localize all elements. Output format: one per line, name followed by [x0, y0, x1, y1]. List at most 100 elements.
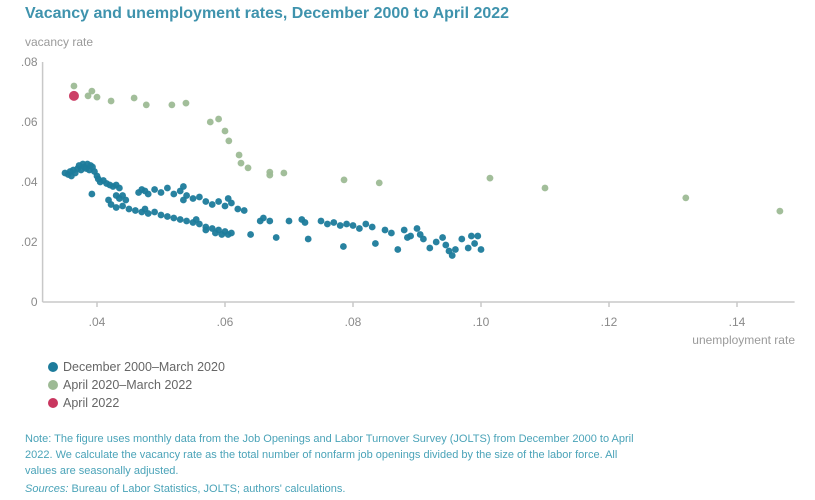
data-point	[260, 214, 267, 222]
data-point	[208, 201, 216, 208]
chart-sources: Sources: Bureau of Labor Statistics, JOL…	[25, 483, 345, 495]
data-point	[215, 198, 223, 205]
legend-item: December 2000–March 2020	[48, 358, 225, 376]
data-point	[468, 232, 475, 240]
data-point	[221, 127, 229, 135]
data-point	[448, 252, 456, 259]
data-point	[324, 220, 331, 228]
data-point	[372, 240, 379, 247]
x-tick-label: .12	[601, 315, 618, 329]
data-point	[119, 202, 126, 210]
data-point	[247, 231, 255, 238]
data-point	[228, 199, 235, 207]
data-point	[122, 196, 130, 204]
y-tick-label: .04	[21, 175, 38, 189]
data-point	[144, 190, 152, 198]
data-point	[368, 223, 376, 231]
data-point	[442, 241, 450, 249]
chart-note: Note: The figure uses monthly data from …	[25, 433, 634, 477]
data-point	[189, 195, 197, 202]
sources-text: Bureau of Labor Statistics, JOLTS; autho…	[68, 483, 346, 495]
data-point	[164, 213, 171, 220]
data-point	[164, 184, 171, 192]
data-point	[407, 232, 414, 240]
y-tick-label: 0	[31, 295, 38, 309]
data-point	[183, 217, 191, 225]
data-point	[340, 243, 347, 250]
data-point	[93, 93, 101, 101]
data-point	[330, 219, 338, 226]
data-point	[202, 226, 210, 234]
legend-item: April 2022	[48, 394, 225, 412]
x-tick-label: .08	[345, 315, 362, 329]
data-point	[413, 225, 421, 232]
y-tick-label: .02	[21, 235, 38, 249]
data-point	[301, 219, 309, 226]
data-point	[343, 220, 350, 228]
data-point	[394, 246, 402, 253]
data-point	[272, 234, 280, 241]
data-point	[280, 169, 288, 177]
data-point	[464, 244, 472, 252]
data-point	[477, 246, 485, 253]
data-point	[168, 101, 176, 109]
x-tick-label: .04	[89, 315, 106, 329]
data-point	[142, 101, 150, 109]
data-point	[235, 151, 243, 159]
data-point	[285, 217, 293, 225]
data-point	[362, 220, 370, 228]
data-point	[340, 176, 348, 184]
data-point	[221, 202, 229, 210]
data-point	[125, 205, 133, 213]
data-point	[266, 217, 274, 225]
data-point	[776, 207, 784, 215]
data-point	[157, 189, 165, 196]
data-point	[170, 190, 178, 198]
legend-swatch-icon	[48, 398, 58, 408]
data-point	[151, 208, 159, 216]
data-point	[388, 229, 395, 237]
data-point	[225, 137, 233, 145]
x-tick-label: .10	[473, 315, 490, 329]
data-point	[170, 214, 178, 222]
data-point	[112, 204, 120, 211]
data-point	[202, 198, 210, 205]
data-point	[228, 229, 235, 237]
data-point	[88, 87, 96, 95]
data-point	[116, 184, 123, 192]
data-point	[458, 235, 466, 243]
data-point	[432, 238, 440, 246]
legend: December 2000–March 2020 April 2020–Marc…	[48, 358, 225, 412]
data-point	[151, 186, 159, 193]
data-point	[420, 235, 427, 243]
data-point	[426, 244, 434, 252]
data-point	[486, 174, 494, 182]
data-point	[317, 217, 325, 225]
data-point	[84, 92, 92, 100]
data-point	[107, 201, 115, 208]
x-axis-label: unemployment rate	[692, 333, 795, 347]
data-point	[439, 234, 446, 241]
data-point	[107, 97, 115, 105]
legend-label: April 2020–March 2022	[63, 378, 193, 392]
data-point	[474, 232, 482, 240]
data-point	[244, 164, 252, 172]
data-point	[88, 190, 96, 198]
data-point	[182, 99, 190, 107]
data-point	[471, 240, 478, 247]
data-point	[304, 235, 312, 243]
data-point	[682, 194, 690, 202]
legend-swatch-icon	[48, 380, 58, 390]
chart-title: Vacancy and unemployment rates, December…	[25, 5, 510, 22]
data-point	[356, 225, 363, 232]
data-point	[237, 159, 245, 167]
data-point	[183, 192, 191, 199]
data-point	[212, 229, 219, 237]
data-point	[400, 226, 408, 234]
data-point	[375, 179, 383, 187]
data-point	[144, 210, 152, 217]
data-point	[266, 171, 274, 179]
legend-label: April 2022	[63, 396, 120, 410]
data-point	[215, 115, 223, 123]
